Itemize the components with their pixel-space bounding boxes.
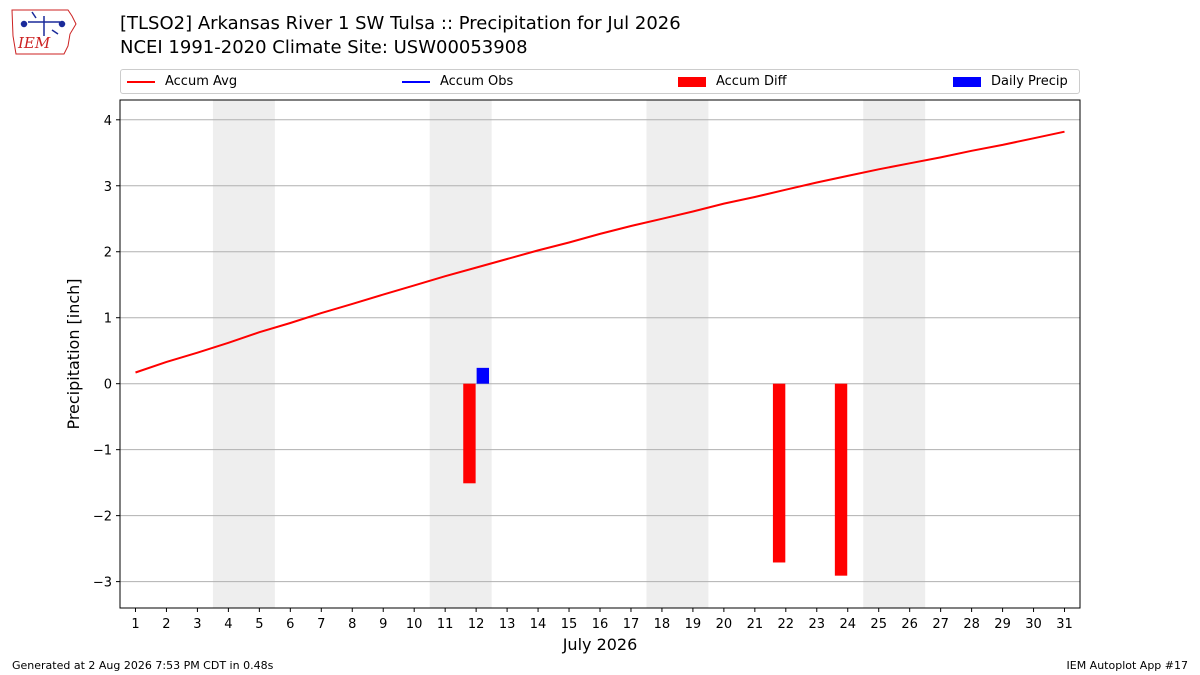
y-tick-label: 3 <box>104 180 112 195</box>
x-tick-label: 19 <box>685 617 702 632</box>
x-tick-label: 24 <box>839 617 856 632</box>
x-tick-label: 6 <box>286 617 294 632</box>
x-tick-label: 9 <box>379 617 387 632</box>
y-tick-label: 0 <box>104 378 112 393</box>
chart-title: [TLSO2] Arkansas River 1 SW Tulsa :: Pre… <box>120 13 681 34</box>
x-tick-label: 27 <box>932 617 949 632</box>
y-tick-label: −3 <box>93 576 112 591</box>
x-tick-label: 10 <box>406 617 423 632</box>
x-tick-label: 25 <box>870 617 887 632</box>
x-tick-label: 11 <box>437 617 454 632</box>
x-tick-label: 28 <box>963 617 980 632</box>
x-tick-label: 21 <box>747 617 764 632</box>
x-tick-label: 4 <box>224 617 232 632</box>
x-tick-label: 2 <box>162 617 170 632</box>
legend-label-accum-diff: Accum Diff <box>716 74 787 89</box>
x-tick-label: 14 <box>530 617 547 632</box>
chart-subtitle: NCEI 1991-2020 Climate Site: USW00053908 <box>120 37 528 58</box>
x-tick-label: 3 <box>193 617 201 632</box>
legend-label-accum-avg: Accum Avg <box>165 74 238 89</box>
weekend-band <box>646 100 709 608</box>
accum-diff-bar <box>834 383 848 576</box>
y-axis-label: Precipitation [inch] <box>64 278 83 429</box>
x-tick-label: 26 <box>901 617 918 632</box>
legend-item-accum-diff: Accum Diff <box>678 74 787 89</box>
legend-swatch-accum-obs <box>402 80 430 83</box>
iem-logo: IEM <box>11 9 77 55</box>
weekend-band <box>429 100 492 608</box>
legend-item-accum-obs: Accum Obs <box>402 74 513 89</box>
legend-item-accum-avg: Accum Avg <box>127 74 237 89</box>
footer-generated: Generated at 2 Aug 2026 7:53 PM CDT in 0… <box>12 659 274 672</box>
x-tick-label: 31 <box>1056 617 1073 632</box>
daily-precip-bar <box>476 367 490 384</box>
legend-item-daily-precip: Daily Precip <box>953 74 1068 89</box>
x-tick-label: 30 <box>1025 617 1042 632</box>
x-tick-label: 22 <box>778 617 795 632</box>
x-tick-label: 29 <box>994 617 1011 632</box>
y-tick-label: 1 <box>104 312 112 327</box>
legend-swatch-accum-avg <box>127 80 155 83</box>
x-tick-label: 16 <box>592 617 609 632</box>
weekend-band <box>212 100 275 608</box>
iowa-outline-icon <box>11 9 77 55</box>
x-tick-label: 18 <box>654 617 671 632</box>
logo-text: IEM <box>17 34 51 52</box>
lines <box>135 130 1065 374</box>
x-tick-label: 7 <box>317 617 325 632</box>
accum-diff-bar <box>463 383 476 484</box>
legend-swatch-accum-diff <box>678 76 706 87</box>
footer-app: IEM Autoplot App #17 <box>1066 659 1189 672</box>
accum-diff-bar <box>772 383 786 563</box>
x-tick-label: 12 <box>468 617 485 632</box>
weather-station-icon <box>20 11 66 36</box>
legend-label-accum-obs: Accum Obs <box>440 74 514 89</box>
x-tick-label: 1 <box>131 617 139 632</box>
y-tick-label: 4 <box>104 114 112 129</box>
legend-swatch-daily-precip <box>953 76 981 87</box>
weekend-shading <box>212 100 926 608</box>
y-tick-label: −2 <box>93 510 112 525</box>
x-tick-label: 8 <box>348 617 356 632</box>
legend: Accum Avg Accum Obs Accum Diff Daily Pre… <box>120 69 1080 94</box>
legend-label-daily-precip: Daily Precip <box>991 74 1068 89</box>
x-tick-label: 13 <box>499 617 516 632</box>
y-tick-label: 2 <box>104 246 112 261</box>
x-tick-label: 20 <box>716 617 733 632</box>
grid-lines <box>120 119 1080 583</box>
x-tick-label: 23 <box>809 617 826 632</box>
y-tick-label: −1 <box>93 444 112 459</box>
x-axis-label: July 2026 <box>562 635 638 654</box>
weekend-band <box>863 100 926 608</box>
bars <box>463 367 848 576</box>
x-tick-label: 17 <box>623 617 640 632</box>
accum-avg-line <box>135 130 1065 374</box>
x-tick-label: 5 <box>255 617 263 632</box>
x-tick-label: 15 <box>561 617 578 632</box>
